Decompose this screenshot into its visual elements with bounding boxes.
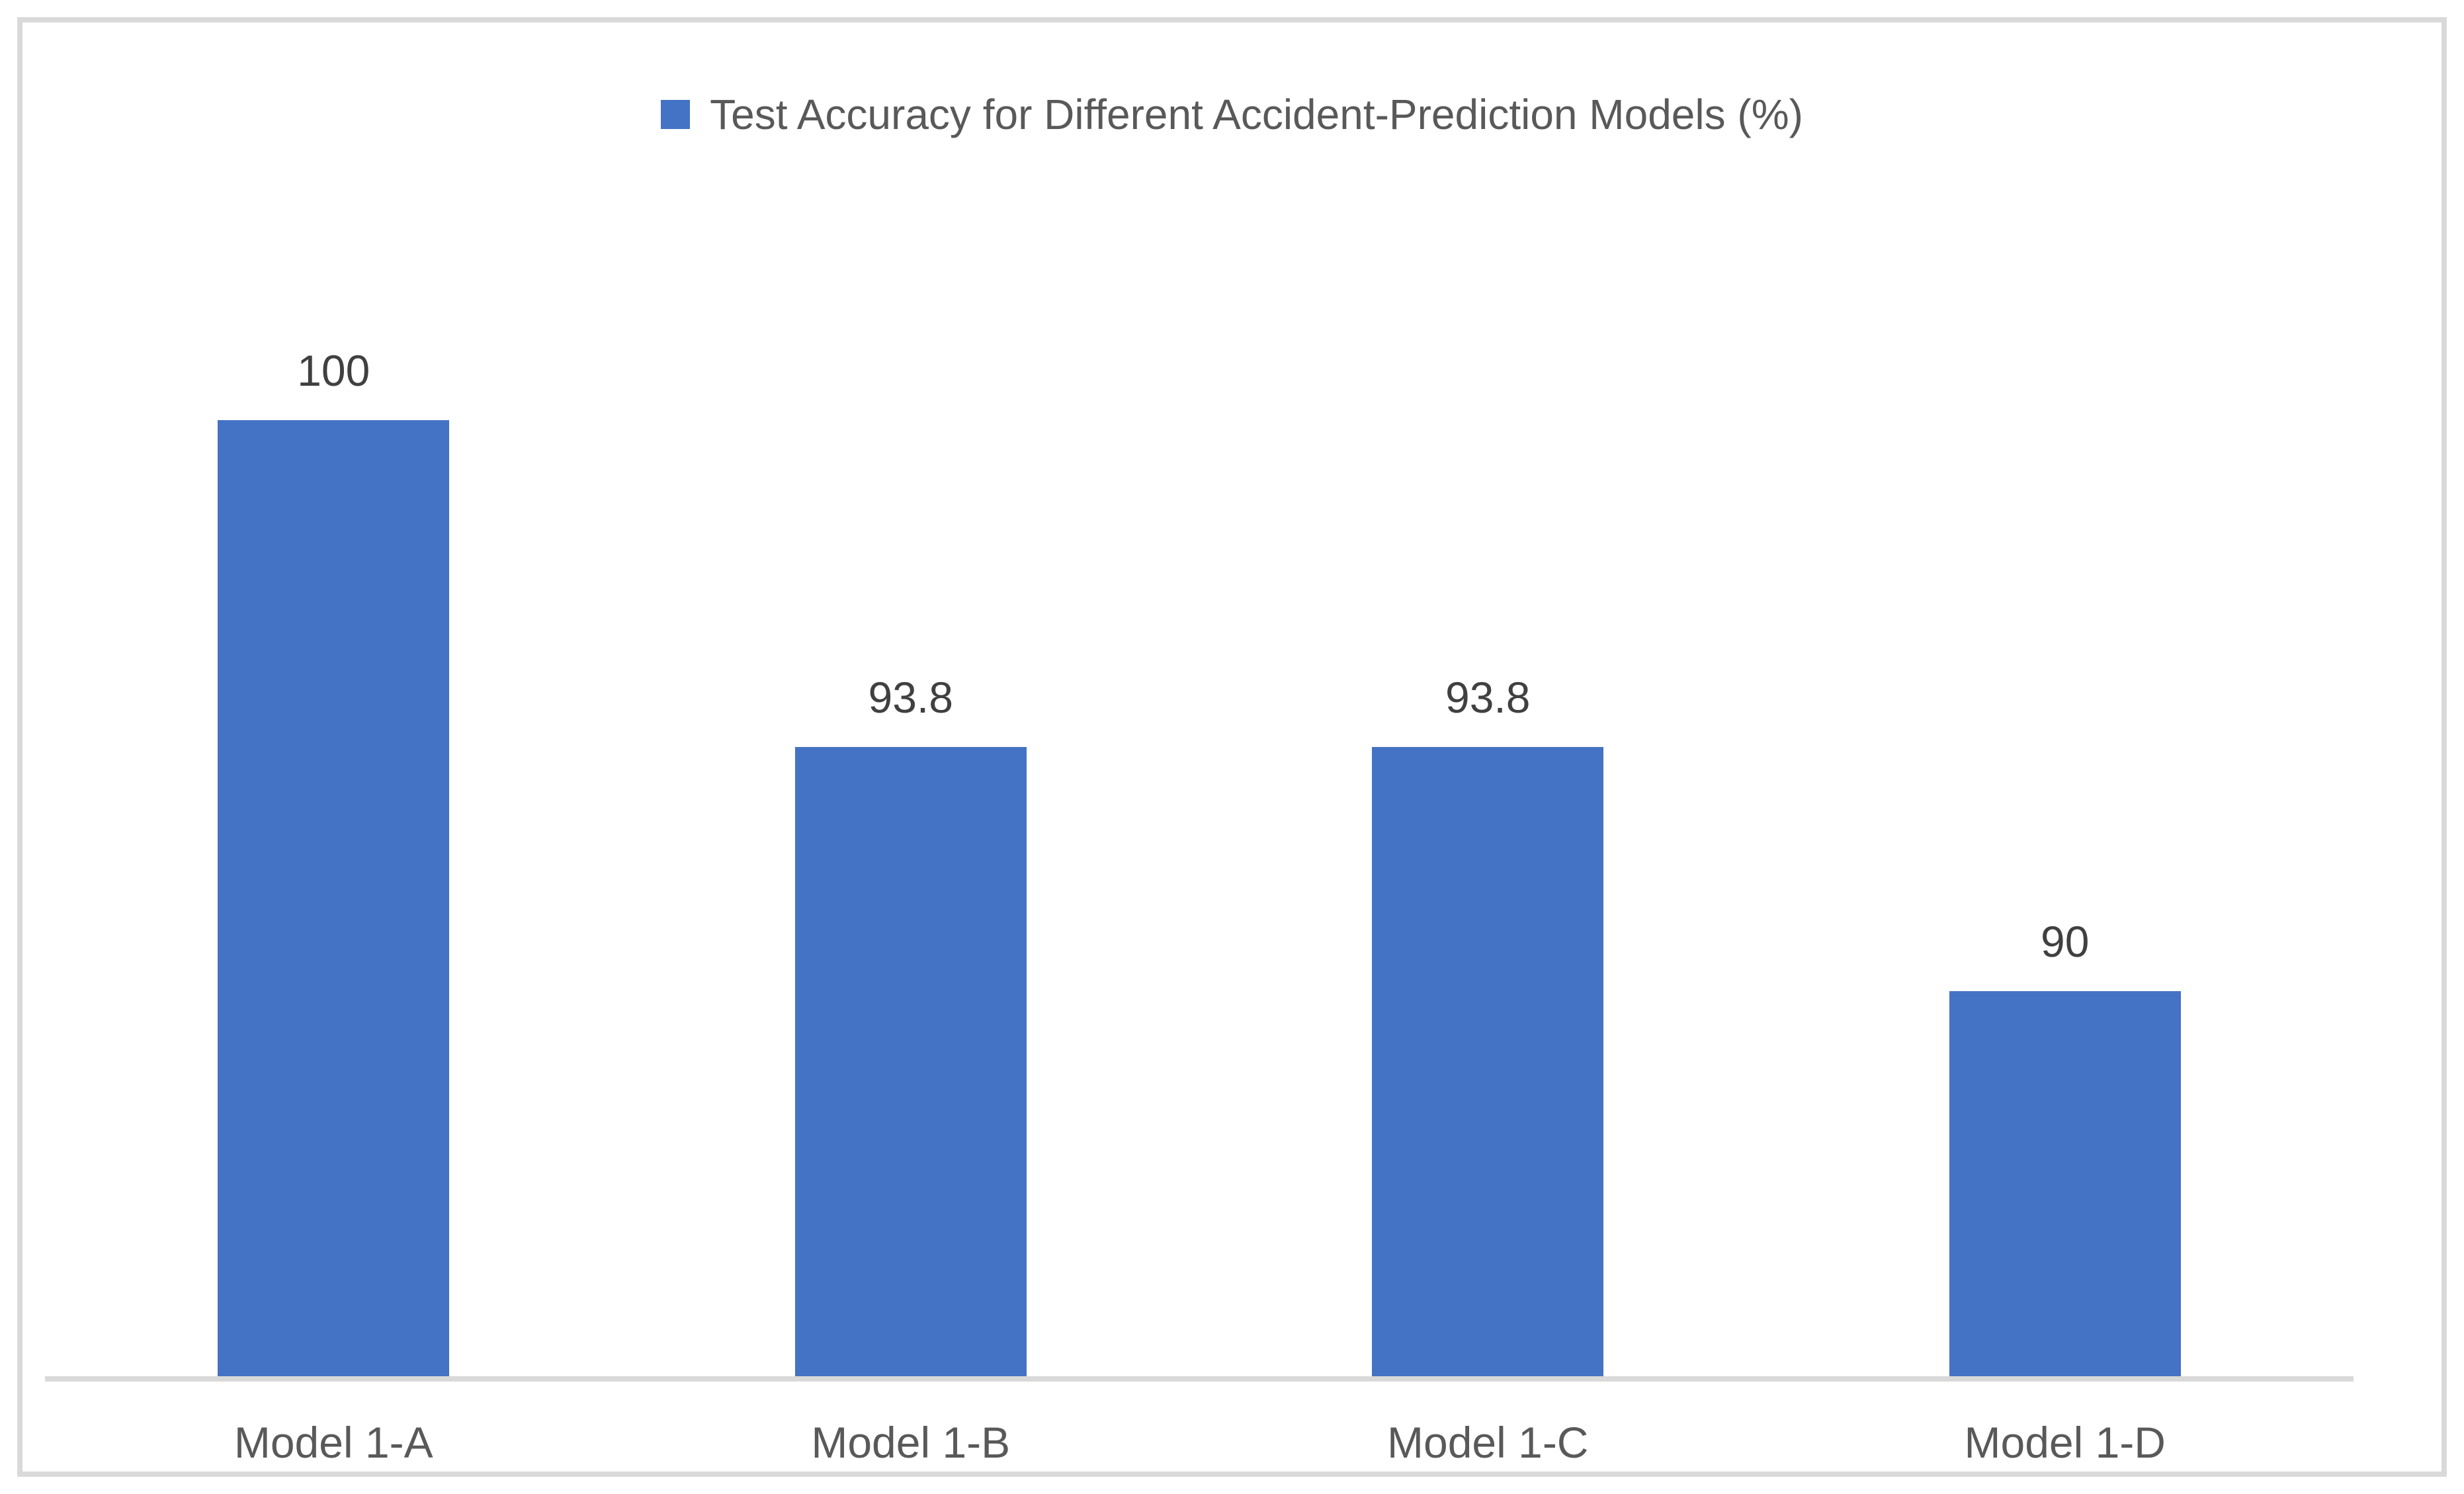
bar [218,420,450,1376]
category-label: Model 1-D [1964,1418,2166,1467]
legend-marker-icon [661,100,691,129]
category-label: Model 1-A [234,1418,433,1467]
chart-legend: Test Accuracy for Different Accident-Pre… [22,91,2442,138]
category-label: Model 1-B [811,1418,1011,1467]
bar [1372,746,1604,1376]
bar [794,746,1027,1376]
bar-column: 93.8 [622,349,1200,1376]
x-axis-labels: Model 1-A Model 1-B Model 1-C Model 1-D [45,1412,2354,1473]
bar-column: 90 [1777,349,2354,1376]
chart-frame: Test Accuracy for Different Accident-Pre… [17,17,2447,1477]
plot-area: 100 93.8 93.8 90 [45,349,2354,1376]
bar-value-label: 93.8 [1445,672,1531,722]
bar-value-label: 90 [2041,916,2090,966]
x-axis-line [45,1376,2354,1382]
legend-label: Test Accuracy for Different Accident-Pre… [710,90,1803,138]
bar-column: 100 [45,349,622,1376]
bar-column: 93.8 [1199,349,1777,1376]
bar [1949,990,2181,1376]
bar-value-label: 100 [297,346,370,395]
bar-value-label: 93.8 [868,672,953,722]
category-label: Model 1-C [1387,1418,1589,1467]
